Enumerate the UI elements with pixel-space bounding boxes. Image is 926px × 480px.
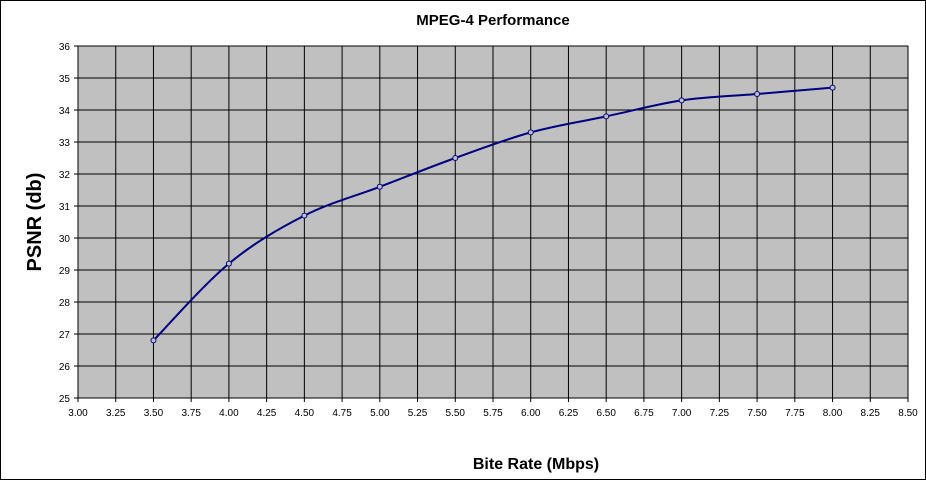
x-tick-label: 5.25 xyxy=(408,408,428,419)
y-tick-label: 33 xyxy=(59,138,71,149)
data-point xyxy=(527,129,534,136)
x-tick-label: 7.75 xyxy=(785,408,805,419)
y-tick-labels: 25 26 27 28 29 30 31 32 33 34 35 36 xyxy=(59,42,71,405)
x-tick-label: 5.00 xyxy=(370,408,390,419)
x-tick-label: 7.25 xyxy=(710,408,730,419)
data-point xyxy=(452,155,459,161)
y-tick-label: 35 xyxy=(59,74,71,85)
y-tick-label: 25 xyxy=(59,394,71,405)
x-tick-label: 8.50 xyxy=(898,408,918,419)
data-point xyxy=(678,97,685,104)
x-tick-label: 8.25 xyxy=(861,408,881,419)
x-tick-label: 5.75 xyxy=(483,408,503,419)
x-tick-label: 7.00 xyxy=(672,408,692,419)
y-tick-label: 26 xyxy=(59,362,71,373)
x-tick-label: 6.00 xyxy=(521,408,541,419)
y-tick-label: 29 xyxy=(59,266,71,277)
x-tick-labels: 3.00 3.25 3.50 3.75 4.00 4.25 4.50 4.75 5.00 5.25… xyxy=(68,408,918,419)
data-point xyxy=(603,113,610,120)
chart-title: MPEG-4 Performance xyxy=(416,12,569,29)
data-point xyxy=(754,91,761,97)
x-tick-label: 3.75 xyxy=(181,408,201,419)
y-tick-label: 34 xyxy=(59,106,71,117)
x-tick-label: 4.00 xyxy=(219,408,239,419)
y-tick-label: 31 xyxy=(59,202,71,213)
y-gridlines xyxy=(74,45,908,399)
y-tick-label: 32 xyxy=(59,170,71,181)
x-tick-label: 4.50 xyxy=(295,408,315,419)
y-axis-label: PSNR (db) xyxy=(24,173,46,272)
data-point xyxy=(301,212,308,219)
y-tick-label: 36 xyxy=(59,42,71,53)
x-axis-label: Bite Rate (Mbps) xyxy=(473,456,599,473)
x-tick-label: 4.25 xyxy=(257,408,277,419)
x-tick-label: 3.00 xyxy=(68,408,88,419)
data-point xyxy=(829,84,836,91)
x-tick-label: 5.50 xyxy=(446,408,466,419)
x-tick-label: 7.50 xyxy=(747,408,767,419)
x-tick-label: 4.75 xyxy=(332,408,352,419)
series-line xyxy=(152,86,833,342)
x-tick-label: 8.00 xyxy=(823,408,843,419)
data-point xyxy=(376,183,383,190)
y-tick-label: 30 xyxy=(59,234,71,245)
data-point xyxy=(150,337,157,344)
data-points xyxy=(150,84,836,344)
y-tick-label: 28 xyxy=(59,298,71,309)
y-tick-label: 27 xyxy=(59,330,71,341)
x-tick-label: 6.25 xyxy=(559,408,579,419)
x-tick-label: 3.25 xyxy=(106,408,126,419)
x-tick-label: 6.75 xyxy=(634,408,654,419)
data-point xyxy=(225,260,232,267)
x-gridlines xyxy=(77,46,909,402)
x-tick-label: 3.50 xyxy=(144,408,164,419)
x-tick-label: 6.50 xyxy=(596,408,616,419)
